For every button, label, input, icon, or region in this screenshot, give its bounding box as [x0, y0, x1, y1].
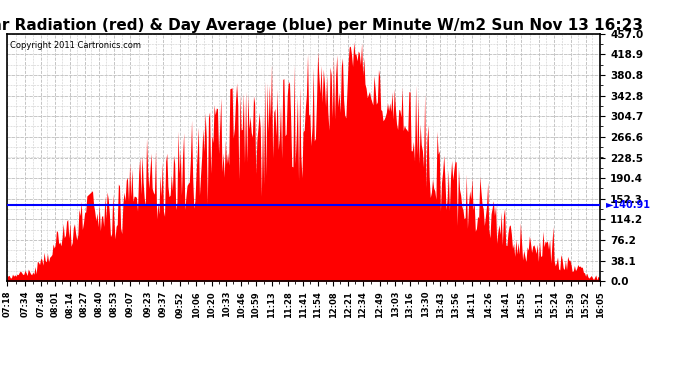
- Text: 140.91: 140.91: [0, 200, 1, 210]
- Text: Copyright 2011 Cartronics.com: Copyright 2011 Cartronics.com: [10, 41, 141, 50]
- Text: ►140.91: ►140.91: [606, 200, 651, 210]
- Title: Solar Radiation (red) & Day Average (blue) per Minute W/m2 Sun Nov 13 16:23: Solar Radiation (red) & Day Average (blu…: [0, 18, 642, 33]
